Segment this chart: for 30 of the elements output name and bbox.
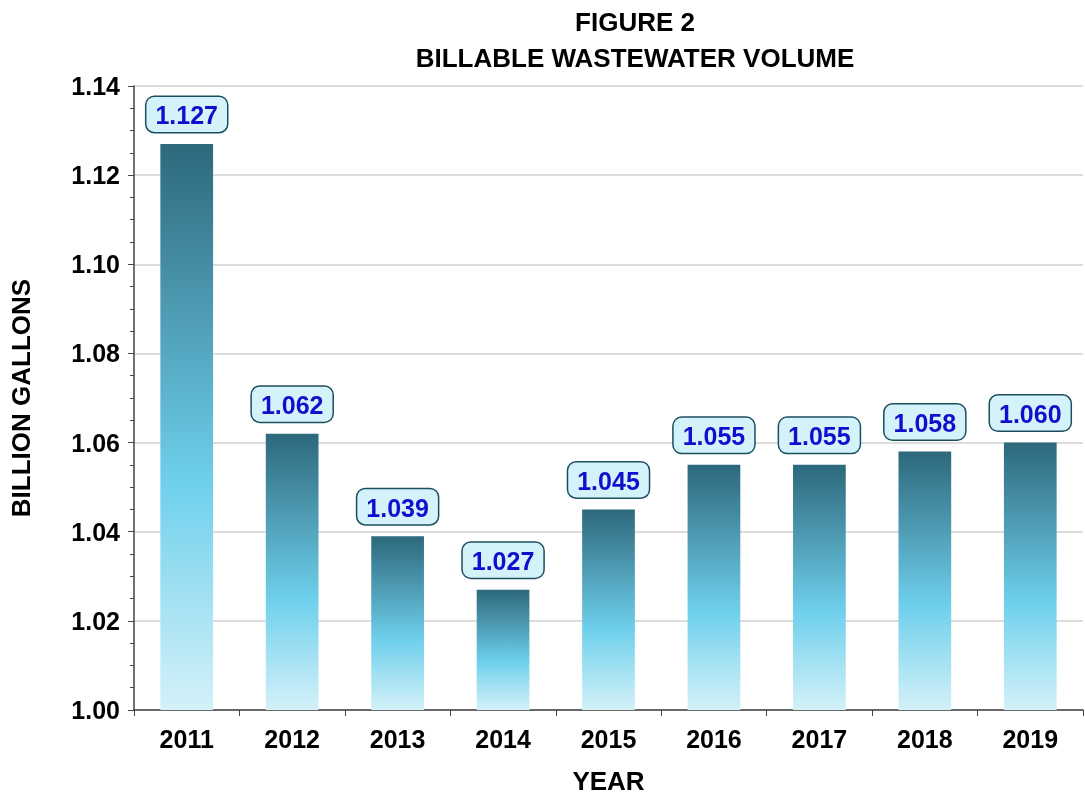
y-tick-label: 1.04 [71,517,121,546]
y-tick-label: 1.06 [71,428,120,457]
data-label: 1.045 [577,466,640,495]
x-tick-label: 2012 [264,724,320,753]
data-label: 1.039 [366,493,429,522]
data-label: 1.127 [155,101,218,130]
chart-title: FIGURE 2 [575,7,695,37]
data-label: 1.055 [682,422,746,451]
x-axis-title: YEAR [572,766,645,796]
x-tick-label: 2011 [159,724,214,753]
chart-subtitle: BILLABLE WASTEWATER VOLUME [415,43,855,73]
data-label: 1.058 [893,408,957,437]
x-tick-label: 2016 [686,724,742,753]
x-tick-label: 2017 [791,724,848,753]
x-tick-label: 2019 [1002,724,1059,753]
x-tick-label: 2014 [475,724,531,753]
data-label: 1.062 [260,391,324,420]
y-axis-title: BILLION GALLONS [6,278,36,518]
x-tick-label: 2013 [369,724,426,753]
y-tick-label: 1.00 [71,696,120,724]
y-tick-label: 1.14 [71,72,121,100]
data-label: 1.027 [471,547,535,576]
y-tick-label: 1.12 [71,161,120,190]
data-label: 1.060 [999,400,1062,429]
y-tick-label: 1.02 [71,606,120,635]
data-label: 1.055 [788,422,851,451]
y-tick-label: 1.10 [71,250,120,279]
y-tick-label: 1.08 [71,339,121,368]
x-tick-label: 2015 [580,724,637,753]
x-tick-label: 2018 [897,724,953,753]
